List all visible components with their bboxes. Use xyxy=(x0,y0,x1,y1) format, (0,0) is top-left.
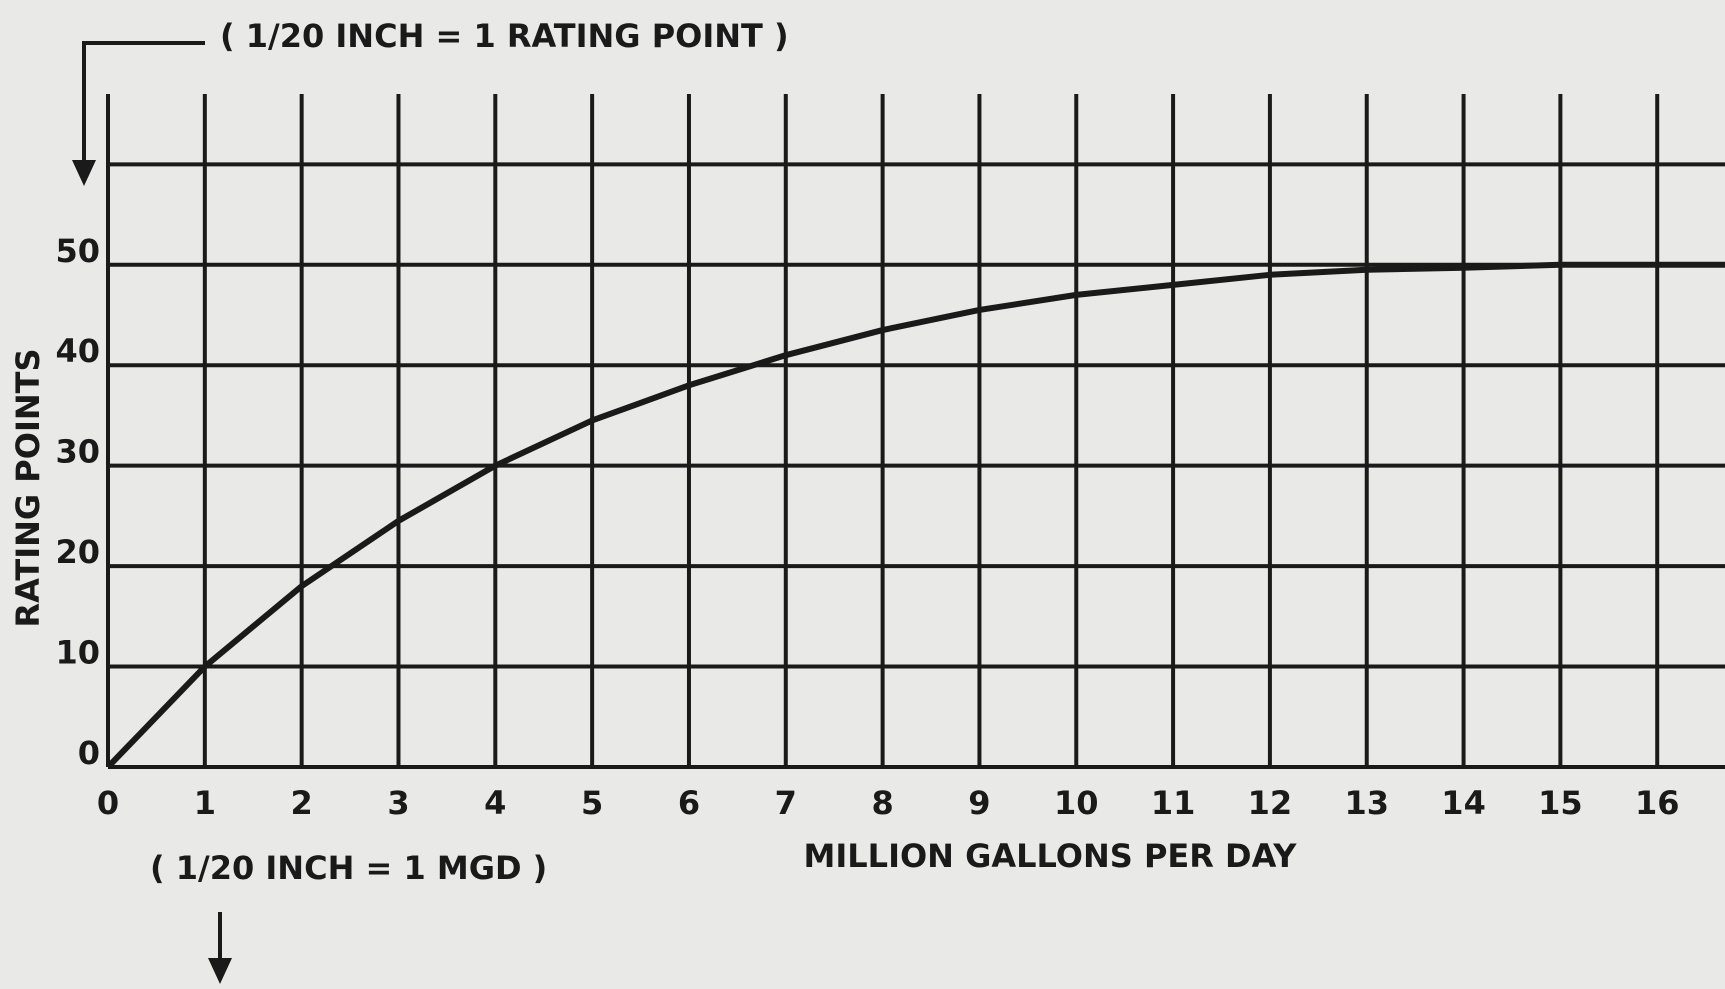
y-tick-label: 0 xyxy=(78,734,100,772)
y-tick-label: 30 xyxy=(55,433,100,471)
x-tick-label: 1 xyxy=(194,784,216,822)
arrowhead xyxy=(208,958,232,984)
x-tick-label: 4 xyxy=(484,784,506,822)
x-tick-label: 11 xyxy=(1151,784,1196,822)
x-tick-label: 12 xyxy=(1248,784,1293,822)
x-tick-label: 14 xyxy=(1441,784,1486,822)
y-tick-label: 50 xyxy=(55,232,100,270)
x-tick-label: 16 xyxy=(1635,784,1680,822)
x-tick-label: 8 xyxy=(871,784,893,822)
x-tick-label: 0 xyxy=(97,784,119,822)
x-tick-label: 9 xyxy=(968,784,990,822)
x-tick-label: 6 xyxy=(678,784,700,822)
y-tick-label: 40 xyxy=(55,332,100,370)
arrow xyxy=(82,41,205,178)
x-axis-label: MILLION GALLONS PER DAY xyxy=(804,837,1298,875)
x-tick-label: 7 xyxy=(775,784,797,822)
x-tick-label: 15 xyxy=(1538,784,1583,822)
annotation: ( 1/20 INCH = 1 MGD ) xyxy=(150,849,547,887)
y-tick-label: 20 xyxy=(55,533,100,571)
annotation: ( 1/20 INCH = 1 RATING POINT ) xyxy=(220,17,789,55)
y-axis-label: RATING POINTS xyxy=(9,348,47,627)
x-tick-label: 3 xyxy=(387,784,409,822)
x-tick-label: 10 xyxy=(1054,784,1099,822)
y-tick-label: 10 xyxy=(55,634,100,672)
arrowhead xyxy=(72,160,96,186)
x-tick-label: 13 xyxy=(1344,784,1389,822)
x-tick-label: 2 xyxy=(291,784,313,822)
x-tick-label: 5 xyxy=(581,784,603,822)
data-line xyxy=(105,261,1725,770)
